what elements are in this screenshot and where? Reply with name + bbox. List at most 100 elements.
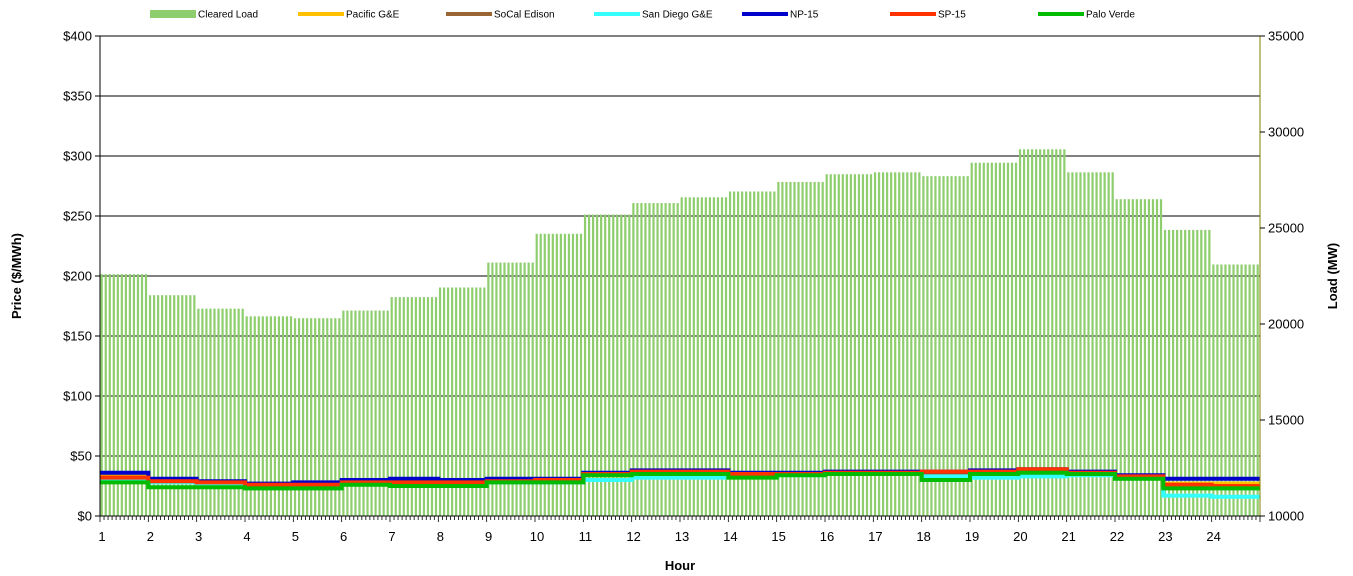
load-bar: [1026, 149, 1030, 516]
legend-label: Cleared Load: [198, 10, 258, 21]
load-bar: [269, 316, 272, 516]
hour-tick-label: 21: [1061, 529, 1075, 544]
load-bar: [136, 274, 140, 516]
legend-swatch: [150, 10, 196, 18]
load-bar: [648, 203, 651, 517]
load-bar: [849, 174, 852, 517]
load-bar: [716, 197, 720, 516]
load-bar: [1059, 149, 1062, 516]
load-bar: [491, 262, 494, 516]
load-bar: [684, 197, 687, 516]
load-bar: [591, 214, 595, 516]
load-bar: [104, 274, 107, 516]
load-bar: [165, 295, 168, 516]
hour-tick-label: 19: [965, 529, 979, 544]
load-bar: [410, 297, 413, 516]
legend-label: SP-15: [938, 10, 966, 21]
load-bar: [712, 197, 716, 516]
load-bar: [322, 318, 325, 516]
load-bar: [499, 262, 502, 516]
load-bar: [865, 174, 869, 517]
load-bar: [434, 297, 438, 516]
load-bar: [620, 214, 623, 516]
price-lines: [100, 467, 1260, 499]
load-bar: [1176, 229, 1179, 517]
load-bar: [877, 172, 881, 516]
load-bar: [1123, 199, 1126, 516]
hour-tick-label: 23: [1158, 529, 1172, 544]
hour-tick-label: 4: [243, 529, 250, 544]
hour-tick-label: 18: [916, 529, 930, 544]
load-bar: [511, 262, 514, 516]
load-bar: [406, 297, 409, 516]
hour-tick-label: 24: [1206, 529, 1220, 544]
load-bar: [1091, 172, 1094, 516]
load-bar: [785, 181, 788, 517]
legend: Cleared Load Pacific G&E SoCal Edison San D…: [150, 10, 1135, 21]
hour-tick-label: 6: [340, 529, 347, 544]
load-bar: [736, 191, 740, 516]
hour-tick-label: 5: [292, 529, 299, 544]
load-bar: [531, 262, 534, 516]
load-bar-hour: [777, 181, 824, 517]
legend-label: Pacific G&E: [346, 10, 400, 21]
legend-item: Pacific G&E: [298, 10, 400, 21]
load-bar: [600, 214, 603, 516]
load-bar: [374, 310, 377, 516]
load-bar: [672, 203, 675, 517]
load-bar-hour: [1018, 149, 1066, 516]
hour-tick-label: 3: [195, 529, 202, 544]
left-tick-label: $50: [70, 449, 92, 464]
load-bar: [1208, 229, 1211, 517]
load-bar: [720, 197, 724, 516]
load-bar: [1010, 162, 1014, 516]
load-bar: [704, 197, 707, 516]
load-bar: [483, 287, 486, 516]
load-bar: [426, 297, 430, 516]
load-bar: [910, 172, 913, 516]
load-bar: [1200, 229, 1203, 517]
load-bar: [692, 197, 695, 516]
load-bar: [1022, 149, 1026, 516]
load-bar: [829, 174, 832, 517]
load-bar-hour: [1067, 172, 1114, 516]
left-tick-label: $100: [63, 389, 92, 404]
load-bar: [523, 262, 526, 516]
load-bar: [990, 162, 993, 516]
load-bar: [656, 203, 659, 517]
load-bar: [197, 308, 200, 516]
load-bar: [543, 233, 546, 516]
hour-tick-label: 13: [675, 529, 689, 544]
load-bar: [495, 262, 498, 516]
load-bar: [1075, 172, 1078, 516]
load-bar: [998, 162, 1002, 516]
load-bar: [857, 174, 861, 517]
load-bar: [1163, 229, 1167, 517]
load-bar-hour: [632, 203, 679, 517]
load-bar: [503, 262, 506, 516]
load-bar: [152, 295, 156, 516]
load-bar: [789, 181, 792, 517]
load-bar-hour: [825, 174, 873, 517]
load-bar: [289, 316, 293, 516]
load-bar: [918, 172, 921, 516]
left-tick-label: $350: [63, 89, 92, 104]
right-tick-label: 20000: [1268, 317, 1304, 332]
load-bar: [120, 274, 123, 516]
load-bar: [922, 176, 925, 516]
hour-tick-label: 10: [530, 529, 544, 544]
load-bar: [1031, 149, 1034, 516]
load-bar: [954, 176, 957, 516]
load-bar-hour: [245, 316, 293, 516]
hour-tick-label: 2: [147, 529, 154, 544]
load-bar: [386, 310, 389, 516]
load-bar: [1111, 172, 1114, 516]
load-bar: [455, 287, 458, 516]
load-bar-hour: [535, 233, 583, 516]
load-bar: [225, 308, 228, 516]
load-bar: [310, 318, 313, 516]
load-bar: [527, 262, 530, 516]
left-tick-label: $200: [63, 269, 92, 284]
hour-tick-label: 8: [437, 529, 444, 544]
load-bar: [753, 191, 756, 516]
